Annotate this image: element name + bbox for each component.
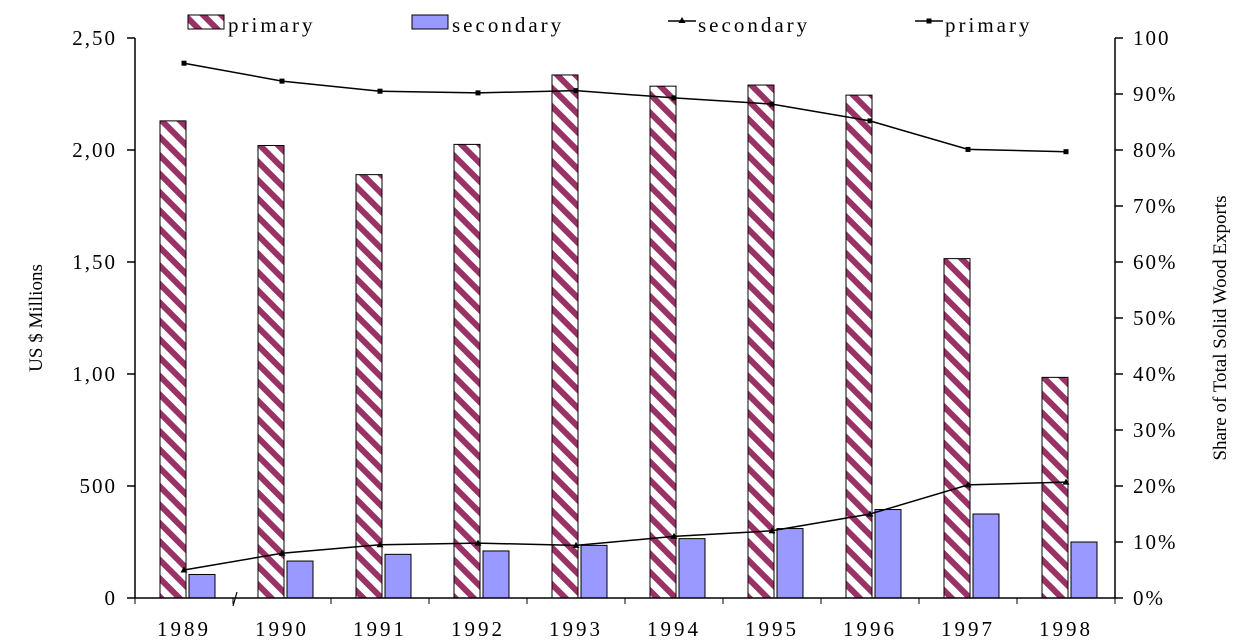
bar-secondary-1991 (384, 553, 412, 599)
legend-label: secondary (698, 13, 810, 37)
y-right-tick-label: 80% (1133, 138, 1178, 162)
bar-primary-1993 (551, 74, 579, 599)
bar-primary-1992 (453, 143, 481, 599)
line-primary-square (183, 62, 1067, 153)
bar-primary-1995 (747, 84, 775, 599)
line-secondary-triangle (183, 481, 1067, 571)
legend: primary secondary secondary primary (187, 13, 1032, 37)
bar-primary-1991 (355, 174, 383, 599)
bar-primary-1998 (1041, 376, 1069, 599)
y-right-tick-label: 90% (1133, 82, 1178, 106)
y-left-tick-label: 2,50 (72, 26, 117, 50)
y-left-tick-label: 1,00 (72, 362, 117, 386)
point-secondary-1992 (474, 539, 482, 546)
legend-label: secondary (452, 13, 564, 37)
x-tick-label: 1992 (451, 617, 505, 641)
bar-secondary-1993 (580, 544, 608, 599)
legend-label: primary (945, 13, 1032, 37)
axis-break-mark (232, 591, 238, 607)
point-primary-1991 (377, 88, 383, 94)
y-left-tick-label: 2,00 (72, 138, 117, 162)
y-right-tick-label: 20% (1133, 474, 1178, 498)
x-tick-label: 1996 (843, 617, 897, 641)
y-right-tick-label: 0% (1133, 586, 1165, 610)
point-secondary-1995 (768, 527, 776, 534)
legend-label: primary (228, 13, 315, 37)
bar-primary-1990 (257, 145, 285, 599)
legend-swatch-primary-bar (187, 14, 225, 30)
bar-primary-1994 (649, 85, 677, 599)
y-left-tick-label: 0 (105, 586, 118, 610)
x-tick-label: 1994 (647, 617, 701, 641)
x-tick-label: 1989 (157, 617, 211, 641)
point-primary-1997 (965, 146, 971, 152)
x-tick-label: 1990 (255, 617, 309, 641)
plot-area (159, 60, 1098, 599)
y-right-tick-label: 60% (1133, 250, 1178, 274)
y-left-tick-label: 1,50 (72, 250, 117, 274)
y-right-tick-label: 50% (1133, 306, 1178, 330)
x-tick-label: 1995 (745, 617, 799, 641)
y-right-axis-title: Share of Total Solid Wood Exports (1210, 195, 1231, 460)
point-primary-1995 (769, 101, 775, 107)
point-primary-1989 (181, 60, 187, 66)
point-primary-1990 (279, 78, 285, 84)
y-right-tick-label: 40% (1133, 362, 1178, 386)
y-right-tick-label: 30% (1133, 418, 1178, 442)
y-left-axis-title: US $ Millions (26, 264, 47, 372)
x-tick-label: 1991 (353, 617, 407, 641)
bar-primary-1997 (943, 258, 971, 599)
axes: 0 500 1,00 1,50 2,00 2,50 0% 10% 20% 30% 40% 50% 60%… (26, 26, 1231, 641)
bar-secondary-1995 (776, 528, 804, 599)
point-secondary-1997 (964, 481, 972, 488)
point-secondary-1991 (376, 541, 384, 548)
legend-marker-triangle (678, 17, 686, 23)
y-right-tick-label: 100 (1133, 26, 1171, 50)
point-secondary-1998 (1062, 478, 1070, 485)
point-secondary-1989 (180, 566, 188, 573)
bar-secondary-1997 (972, 513, 1000, 599)
point-primary-1993 (573, 88, 579, 94)
x-tick-label: 1993 (549, 617, 603, 641)
x-tick-label: 1997 (941, 617, 995, 641)
point-primary-1992 (475, 90, 481, 96)
y-right-tick-label: 70% (1133, 194, 1178, 218)
bar-secondary-1998 (1070, 541, 1098, 599)
x-tick-label: 1998 (1039, 617, 1093, 641)
point-secondary-1993 (572, 541, 580, 548)
y-right-tick-label: 10% (1133, 530, 1178, 554)
bar-secondary-1996 (874, 509, 902, 599)
point-secondary-1990 (278, 549, 286, 556)
bar-secondary-1989 (188, 573, 216, 599)
point-primary-1998 (1063, 149, 1069, 155)
legend-marker-square (926, 18, 932, 24)
bar-primary-1989 (159, 120, 187, 599)
legend-swatch-secondary-bar (411, 14, 449, 30)
y-left-tick-label: 500 (80, 474, 118, 498)
bar-primary-1996 (845, 94, 873, 599)
point-secondary-1994 (670, 532, 678, 539)
bar-secondary-1994 (678, 538, 706, 599)
point-primary-1996 (867, 118, 873, 124)
bar-secondary-1990 (286, 560, 314, 599)
point-secondary-1996 (866, 510, 874, 517)
bar-secondary-1992 (482, 550, 510, 599)
point-primary-1994 (671, 95, 677, 101)
